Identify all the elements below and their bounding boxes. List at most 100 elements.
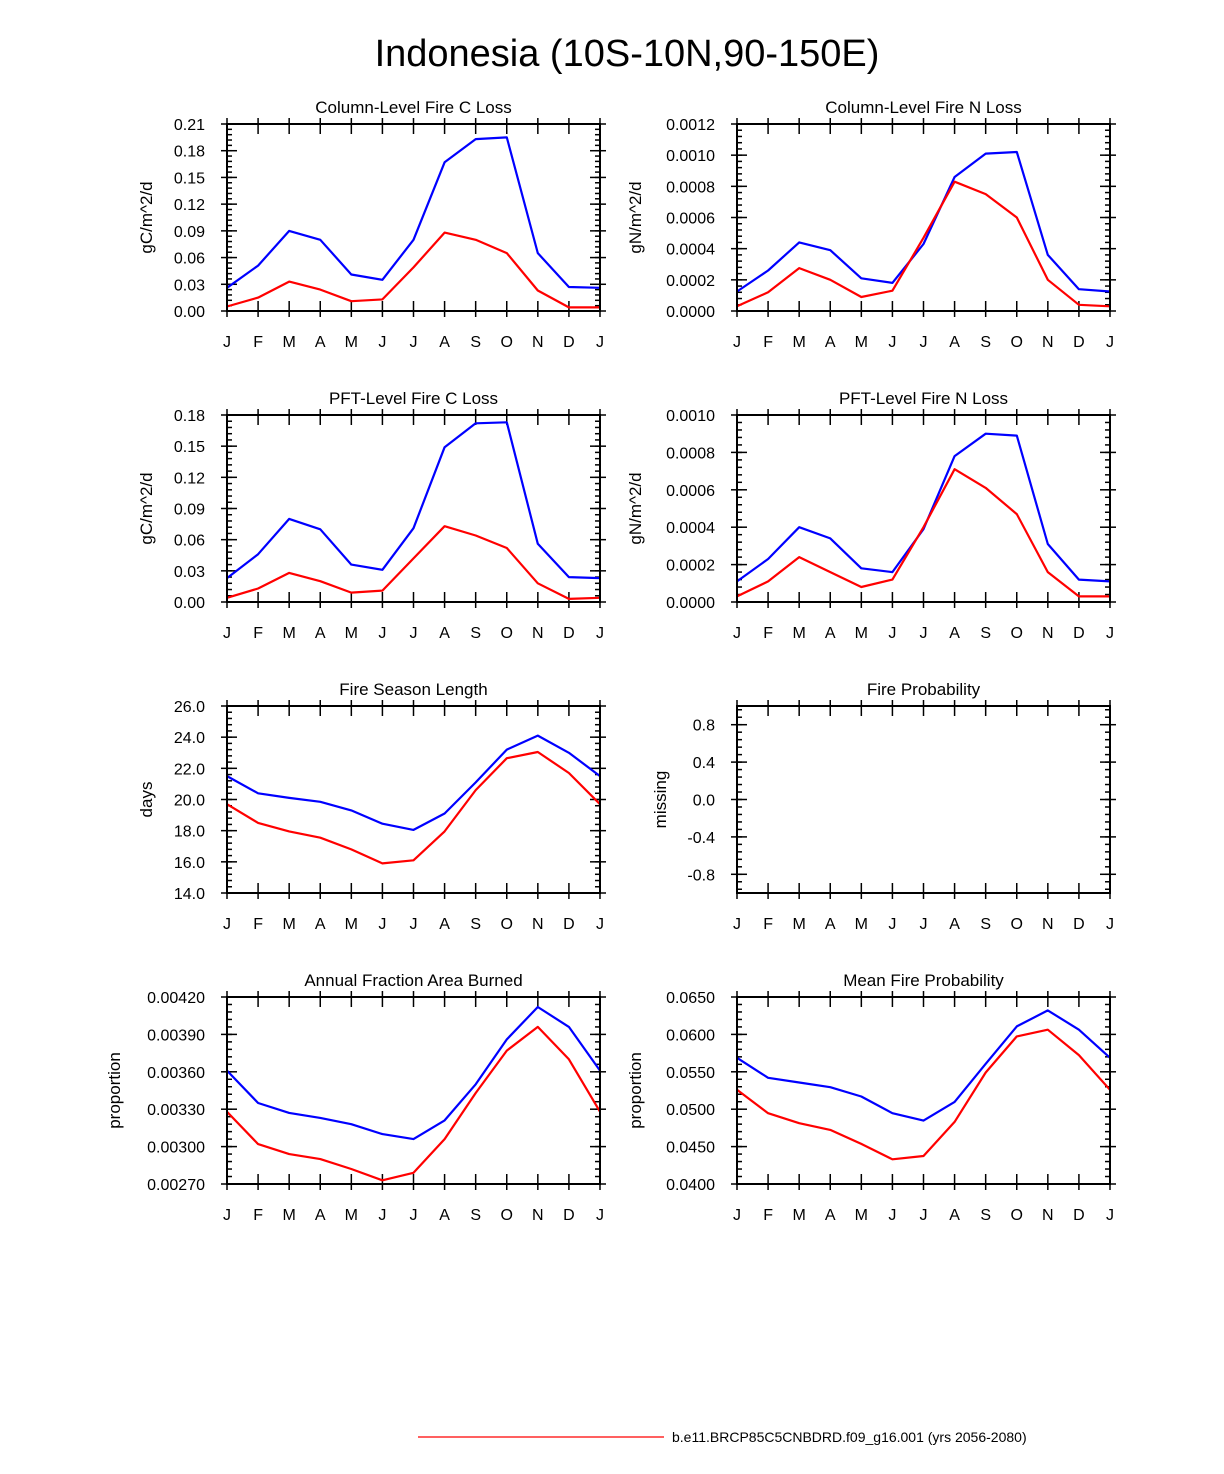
x-tick-label: J (596, 916, 604, 933)
x-tick-label: M (283, 625, 296, 642)
x-tick-label: J (410, 1207, 418, 1224)
plot-frame (736, 414, 1111, 603)
panel-pft-n: PFT-Level Fire N Loss gN/m^2/d 0.0000 0.000… (626, 389, 1116, 642)
plot-frame (736, 123, 1111, 312)
x-tick-label: J (378, 916, 386, 933)
x-tick-label: D (563, 625, 575, 642)
x-tick-label: M (283, 916, 296, 933)
x-tick-label: J (223, 625, 231, 642)
x-tick-label: J (1106, 625, 1114, 642)
x-tick-label: M (793, 916, 806, 933)
x-tick-label: F (253, 334, 263, 351)
x-tick-label: O (501, 916, 513, 933)
legend: b.e11.BRCP85C5CNBDRD.f09_g16.001 (yrs 20… (418, 1429, 1027, 1445)
y-tick-label: 0.0008 (666, 445, 715, 462)
y-tick-label: 0.00360 (147, 1065, 205, 1082)
x-tick-label: M (283, 1207, 296, 1224)
y-tick-label: 0.0004 (666, 242, 715, 259)
x-tick-label: M (345, 916, 358, 933)
x-tick-label: A (315, 916, 326, 933)
x-tick-label: J (888, 625, 896, 642)
x-tick-label: J (920, 334, 928, 351)
x-tick-label: N (1042, 1207, 1054, 1224)
y-tick-label: 0.0600 (666, 1027, 715, 1044)
y-tick-label: 0.15 (174, 439, 205, 456)
y-axis-label: missing (651, 771, 670, 829)
x-tick-label: J (378, 334, 386, 351)
x-tick-label: J (410, 334, 418, 351)
y-tick-label: 0.00330 (147, 1102, 205, 1119)
y-tick-label: 0.8 (693, 718, 715, 735)
x-tick-label: N (532, 334, 544, 351)
panel-title: PFT-Level Fire N Loss (839, 389, 1008, 408)
series-line-red (736, 468, 1110, 598)
x-tick-label: J (1106, 334, 1114, 351)
x-tick-label: A (315, 625, 326, 642)
series-line-blue (736, 1009, 1111, 1122)
plot-frame (226, 705, 601, 894)
x-tick-label: A (315, 334, 326, 351)
y-tick-label: 0.0400 (666, 1177, 715, 1194)
x-tick-label: F (763, 625, 773, 642)
y-tick-label: 0.0500 (666, 1102, 715, 1119)
x-tick-label: D (563, 334, 575, 351)
panels: Column-Level Fire C Loss gC/m^2/d 0.00 0.03… (105, 98, 1116, 1224)
series-line-red (226, 231, 600, 309)
y-tick-label: -0.4 (687, 830, 715, 847)
series-line-red (736, 1028, 1111, 1161)
y-tick-label: 0.0 (693, 793, 715, 810)
x-tick-label: S (980, 334, 991, 351)
x-tick-label: A (949, 334, 960, 351)
x-tick-label: A (949, 1207, 960, 1224)
x-tick-label: F (763, 916, 773, 933)
series-line-blue (226, 136, 601, 289)
x-tick-label: M (793, 334, 806, 351)
y-tick-label: 0.0010 (666, 148, 715, 165)
x-tick-label: N (1042, 625, 1054, 642)
x-tick-label: F (763, 1207, 773, 1224)
y-tick-label: -0.8 (687, 867, 715, 884)
figure-title: Indonesia (10S-10N,90-150E) (375, 33, 880, 75)
y-tick-label: 20.0 (174, 793, 205, 810)
y-axis-label: days (137, 782, 156, 818)
x-tick-label: J (596, 334, 604, 351)
series-line-blue (226, 421, 601, 580)
panel-prob: Fire Probability missing -0.8 -0.4 0.0 0.4 0.8… (651, 680, 1116, 933)
x-tick-label: N (532, 916, 544, 933)
x-tick-label: A (439, 334, 450, 351)
x-tick-label: A (825, 1207, 836, 1224)
x-tick-label: O (1011, 916, 1023, 933)
plot-frame (226, 123, 601, 312)
y-tick-label: 0.0006 (666, 211, 715, 228)
y-tick-label: 0.0002 (666, 558, 715, 575)
x-tick-label: A (439, 916, 450, 933)
x-tick-label: J (733, 334, 741, 351)
x-tick-label: D (1073, 625, 1085, 642)
panel-col-c: Column-Level Fire C Loss gC/m^2/d 0.00 0.03… (137, 98, 606, 351)
x-tick-label: J (920, 625, 928, 642)
x-tick-label: S (470, 334, 481, 351)
x-tick-label: M (345, 334, 358, 351)
y-tick-label: 0.03 (174, 564, 205, 581)
y-tick-label: 0.0550 (666, 1065, 715, 1082)
y-tick-label: 0.0006 (666, 483, 715, 500)
x-tick-label: O (1011, 625, 1023, 642)
x-tick-label: J (888, 334, 896, 351)
x-tick-label: S (470, 625, 481, 642)
x-tick-label: S (470, 916, 481, 933)
y-tick-label: 22.0 (174, 761, 205, 778)
x-tick-label: M (345, 1207, 358, 1224)
x-tick-label: D (1073, 1207, 1085, 1224)
x-tick-label: J (733, 916, 741, 933)
y-tick-label: 18.0 (174, 824, 205, 841)
x-tick-label: S (980, 625, 991, 642)
panel-title: Annual Fraction Area Burned (304, 971, 522, 990)
panel-mfp: Mean Fire Probability proportion 0.0400 0.0… (626, 971, 1116, 1224)
x-tick-label: M (855, 916, 868, 933)
x-tick-label: O (501, 334, 513, 351)
x-tick-label: J (920, 916, 928, 933)
panel-season: Fire Season Length days 14.0 16.0 18.0 20.0 22… (137, 680, 606, 933)
y-tick-label: 0.15 (174, 170, 205, 187)
x-tick-label: J (920, 1207, 928, 1224)
